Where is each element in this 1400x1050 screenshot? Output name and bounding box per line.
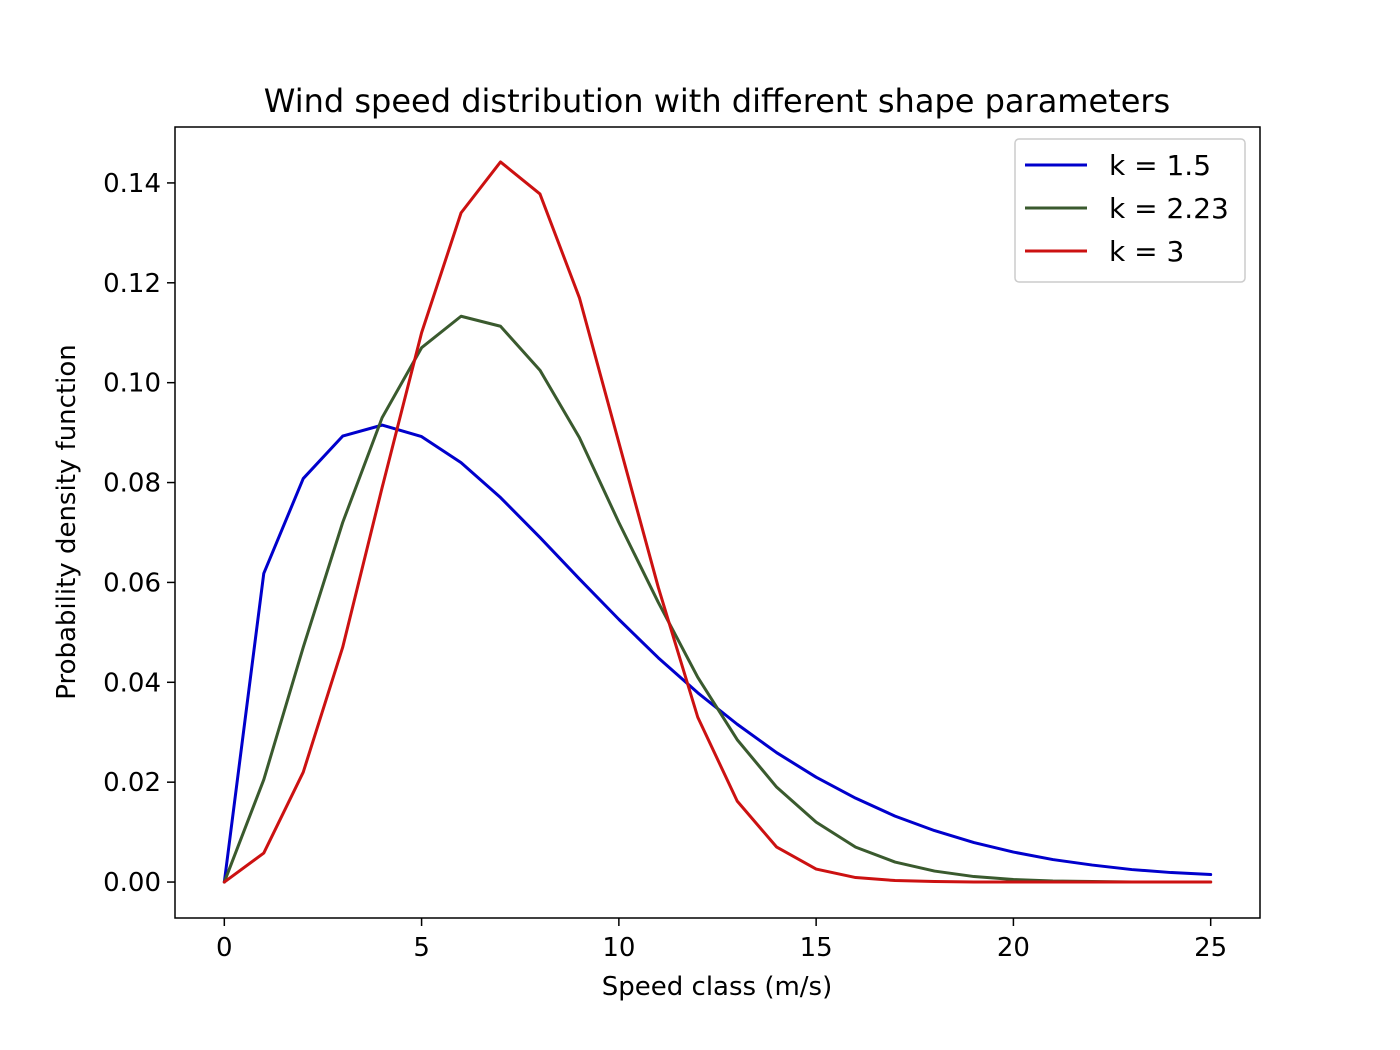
- x-tick-label: 20: [997, 933, 1030, 963]
- x-axis-label: Speed class (m/s): [602, 972, 833, 1002]
- x-tick-label: 5: [413, 933, 430, 963]
- x-tick-label: 25: [1194, 933, 1227, 963]
- y-tick-label: 0.12: [103, 269, 161, 299]
- x-tick-label: 0: [216, 933, 233, 963]
- y-tick-label: 0.10: [103, 369, 161, 399]
- y-tick-label: 0.00: [103, 868, 161, 898]
- chart-title: Wind speed distribution with different s…: [264, 82, 1170, 120]
- series-line-3: [222, 160, 1213, 884]
- y-tick-label: 0.04: [103, 668, 161, 698]
- plot-area-frame: [174, 126, 1261, 919]
- legend: k = 1.5 k = 2.23 k = 3: [1014, 138, 1246, 283]
- x-tick-label: 15: [800, 933, 833, 963]
- y-tick-label: 0.06: [103, 568, 161, 598]
- plot-lines: [222, 160, 1213, 884]
- y-tick-label: 0.08: [103, 469, 161, 499]
- legend-box: [1014, 138, 1246, 283]
- legend-label-3: k = 3: [1109, 235, 1184, 268]
- x-axis-ticks: 0 5 10 15 20 25: [216, 918, 1227, 963]
- legend-label-1: k = 1.5: [1109, 149, 1211, 182]
- x-tick-label: 10: [602, 933, 635, 963]
- y-tick-label: 0.02: [103, 768, 161, 798]
- y-axis-label: Probability density function: [52, 344, 82, 700]
- legend-label-2: k = 2.23: [1109, 192, 1229, 225]
- y-axis-ticks: 0.00 0.02 0.04 0.06 0.08 0.10 0.12 0.14: [103, 169, 175, 898]
- y-tick-label: 0.14: [103, 169, 161, 199]
